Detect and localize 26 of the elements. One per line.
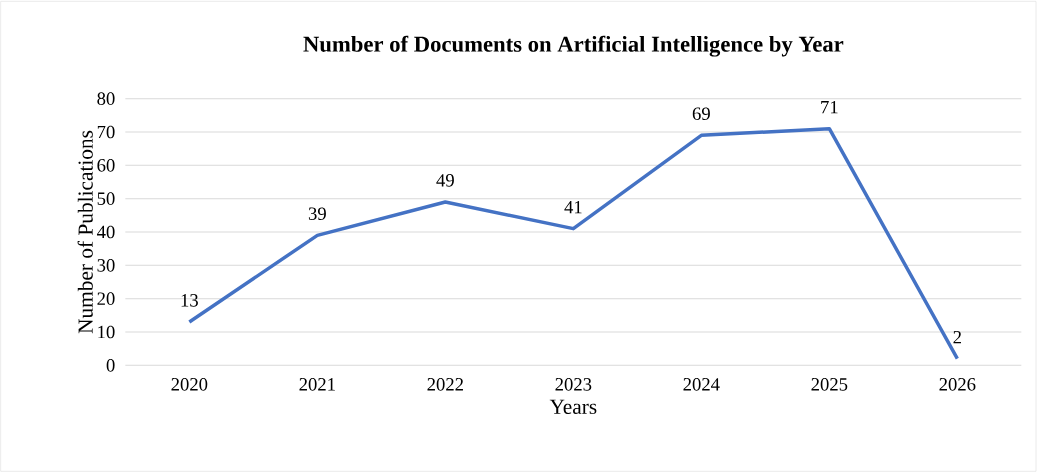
x-tick-label: 2023 (555, 378, 592, 391)
y-tick-label: 20 (97, 292, 115, 305)
chart-title: Number of Documents on Artificial Intelligence by Year (303, 35, 844, 57)
data-label: 41 (564, 200, 582, 214)
x-tick-label: 2026 (939, 378, 976, 391)
y-axis-title: Number of Publications (77, 130, 93, 334)
data-label: 2 (953, 330, 961, 344)
y-tick-label: 50 (97, 192, 115, 205)
data-label: 71 (821, 100, 838, 114)
x-tick-label: 2022 (427, 378, 463, 391)
y-tick-label: 10 (98, 325, 115, 339)
x-axis-title: Years (549, 399, 597, 414)
data-label: 49 (436, 174, 454, 187)
x-tick-label: 2025 (811, 378, 848, 391)
y-tick-label: 40 (96, 225, 115, 239)
y-tick-label: 80 (97, 92, 115, 105)
x-tick-label: 2021 (299, 378, 335, 391)
data-label: 69 (692, 107, 710, 120)
data-label: 39 (308, 207, 326, 220)
x-tick-label: 2020 (171, 378, 208, 391)
y-tick-label: 0 (106, 359, 115, 372)
y-tick-label: 60 (97, 159, 115, 172)
y-tick-label: 70 (97, 125, 115, 139)
x-tick-label: 2024 (683, 378, 720, 391)
data-label: 13 (181, 294, 198, 307)
y-tick-label: 30 (97, 259, 115, 272)
